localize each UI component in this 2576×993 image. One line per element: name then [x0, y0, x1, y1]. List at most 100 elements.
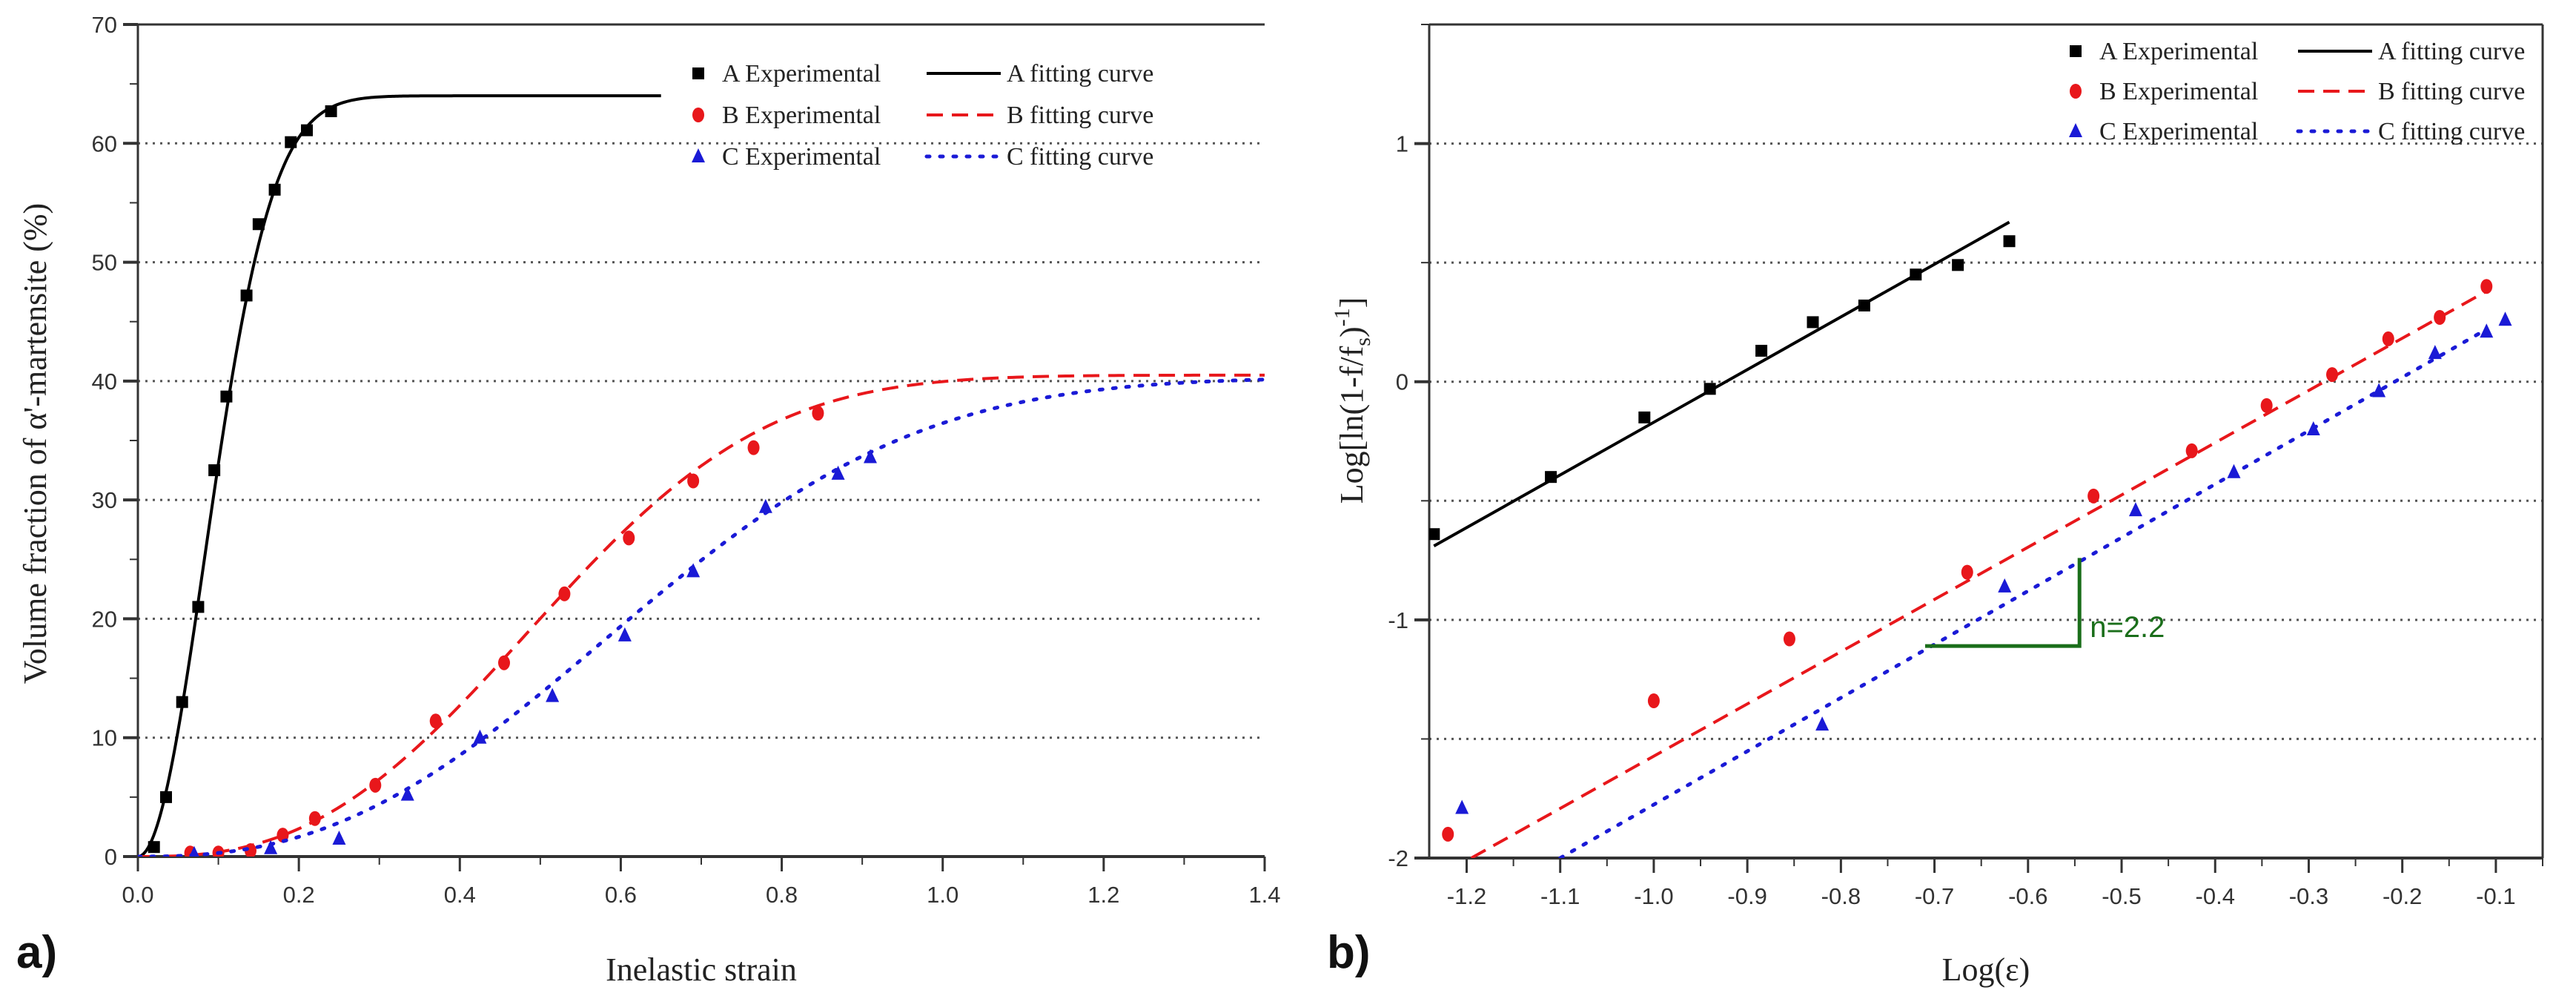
- x-tick-label: 1.0: [927, 882, 958, 908]
- legend-label: C Experimental: [2099, 118, 2258, 145]
- data-point: [2428, 345, 2442, 360]
- data-point: [1647, 693, 1660, 709]
- data-point: [2185, 443, 2198, 458]
- legend-entry: C Experimental C fitting curve: [2069, 118, 2525, 145]
- x-tick-label: -0.2: [2383, 883, 2422, 909]
- data-point: [831, 465, 845, 480]
- panel-label: a): [16, 927, 57, 978]
- data-point: [252, 218, 265, 231]
- data-point: [2260, 397, 2273, 413]
- x-tick-label: 0.6: [605, 882, 637, 908]
- data-point: [1807, 316, 1819, 329]
- legend-entry: A Experimental A fitting curve: [692, 60, 1153, 88]
- slope-annotation: n=2.2: [1924, 558, 2165, 648]
- data-point: [686, 563, 701, 578]
- data-point: [1952, 259, 1964, 271]
- series-c: [138, 377, 1265, 857]
- series-a: [138, 94, 661, 857]
- y-title-subscript: s: [1351, 337, 1375, 346]
- legend-label: B Experimental: [2099, 78, 2258, 105]
- data-point: [687, 473, 700, 489]
- slope-triangle: [1924, 558, 2082, 648]
- y-tick-label: 40: [92, 369, 117, 395]
- legend-marker: [692, 108, 704, 122]
- data-point: [1961, 564, 1973, 580]
- x-tick-label: 0.2: [283, 882, 315, 908]
- data-point: [617, 627, 632, 641]
- legend-entry: A Experimental A fitting curve: [2070, 38, 2525, 65]
- series-c: [1455, 311, 2512, 858]
- data-point: [473, 729, 487, 744]
- legend-fit-label: C fitting curve: [2378, 118, 2525, 145]
- x-tick-label: -0.8: [1821, 883, 1861, 909]
- data-point: [864, 449, 877, 463]
- data-point: [546, 687, 560, 702]
- y-tick-label: 60: [92, 131, 117, 156]
- x-tick-label: -1.1: [1540, 883, 1580, 909]
- data-point: [498, 655, 510, 670]
- data-point: [208, 464, 221, 477]
- y-tick-label: 50: [92, 250, 117, 276]
- data-point: [429, 713, 442, 729]
- data-point: [308, 811, 321, 826]
- legend-fit-label: A fitting curve: [1007, 60, 1153, 88]
- fitting-curve: [1558, 327, 2489, 858]
- x-tick-label: -0.4: [2196, 883, 2235, 909]
- legend-label: A Experimental: [2099, 38, 2258, 65]
- data-point: [325, 105, 337, 118]
- fitting-curve: [1470, 289, 2488, 858]
- data-point: [1442, 826, 1454, 842]
- data-point: [285, 136, 297, 148]
- data-point: [148, 841, 160, 854]
- data-point: [176, 696, 188, 708]
- legend-marker: [2070, 45, 2082, 57]
- legend-fit-label: A fitting curve: [2378, 38, 2525, 65]
- y-tick-label: 70: [92, 12, 117, 38]
- data-point: [264, 839, 278, 854]
- data-point: [2087, 488, 2100, 504]
- y-tick-label: 10: [92, 725, 117, 751]
- x-tick-label: 1.2: [1087, 882, 1119, 908]
- y-tick-label: 0: [105, 844, 117, 870]
- y-tick-label: 0: [1396, 369, 1408, 395]
- y-axis-title: Log[ln(1-f/fs)-1]: [1330, 297, 1375, 504]
- legend-fit-label: B fitting curve: [1007, 102, 1153, 129]
- y-axis-title: Volume fraction of α'-martensite (%): [17, 203, 53, 684]
- legend-entry: B Experimental B fitting curve: [2070, 78, 2525, 105]
- x-tick-label: -0.6: [2008, 883, 2047, 909]
- panel-label: b): [1327, 927, 1371, 978]
- y-tick-label: 1: [1396, 131, 1408, 157]
- data-point: [2382, 331, 2394, 346]
- data-point: [2372, 383, 2386, 397]
- data-point: [2227, 463, 2241, 478]
- fitting-curve: [1433, 220, 2010, 548]
- x-tick-label: -1.0: [1634, 883, 1673, 909]
- data-point: [160, 791, 172, 803]
- x-tick-label: 0.4: [444, 882, 476, 908]
- data-point: [2498, 311, 2512, 326]
- x-tick-label: -0.3: [2289, 883, 2328, 909]
- legend-fit-label: C fitting curve: [1007, 143, 1153, 171]
- data-point: [1815, 716, 1830, 731]
- data-point: [1429, 528, 1440, 541]
- data-point: [220, 390, 233, 403]
- data-point: [1783, 631, 1795, 647]
- data-point: [2480, 323, 2494, 338]
- y-tick-label: 20: [92, 606, 117, 632]
- fitting-curve: [138, 373, 1265, 857]
- data-point: [1998, 578, 2012, 593]
- legend-entry: C Experimental C fitting curve: [692, 143, 1153, 171]
- y-title-superscript: -1: [1330, 308, 1354, 326]
- data-point: [2128, 502, 2142, 517]
- data-point: [1755, 344, 1768, 357]
- fitting-curve: [138, 377, 1265, 857]
- data-point: [812, 406, 824, 421]
- data-point: [192, 601, 205, 613]
- data-point: [747, 440, 760, 455]
- legend-marker: [2069, 123, 2082, 137]
- data-point: [240, 289, 253, 302]
- data-point: [558, 586, 571, 601]
- data-point: [1910, 268, 1922, 281]
